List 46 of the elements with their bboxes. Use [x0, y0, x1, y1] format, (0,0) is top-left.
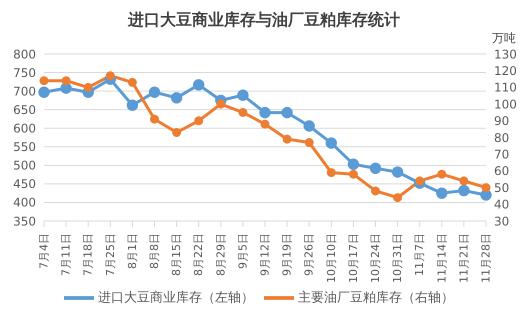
legend-label: 进口大豆商业库存（左轴） [98, 290, 254, 306]
x-tick-label: 8月22日 [192, 233, 206, 276]
x-tick-label: 8月15日 [170, 233, 184, 276]
x-tick-label: 7月18日 [82, 233, 95, 276]
x-tick-label: 10月31日 [391, 233, 404, 283]
y-tick-label: 750 [13, 66, 36, 80]
y-tick-label: 450 [13, 177, 36, 192]
y-tick-label: 350 [13, 214, 36, 228]
x-tick-label: 9月19日 [280, 233, 294, 276]
x-tick-label: 9月5日 [236, 233, 250, 269]
x-tick-label: 7月4日 [38, 233, 50, 269]
y-tick-label: 550 [13, 140, 36, 154]
x-tick-label: 9月26日 [302, 233, 316, 276]
x-tick-label: 7月25日 [104, 233, 117, 276]
x-tick-label: 11月7日 [413, 233, 426, 276]
x-tick-label: 8月1日 [126, 233, 139, 269]
chart-title: 进口大豆商业库存与油厂豆粕库存统计 [126, 10, 401, 31]
y2-tick-label: 30 [494, 214, 510, 228]
y-tick-label: 500 [13, 158, 36, 173]
y2-tick-label: 70 [494, 147, 510, 162]
y2-tick-label: 90 [494, 114, 510, 128]
y-tick-label: 800 [13, 47, 36, 62]
y2-tick-label: 100 [494, 97, 517, 112]
x-tick-label: 7月11日 [60, 233, 73, 276]
legend-label: 主要油厂豆粕库存（右轴） [298, 290, 454, 306]
x-tick-label: 10月24日 [369, 233, 382, 283]
y2-tick-label: 110 [494, 80, 517, 95]
x-tick-label: 11月14日 [435, 233, 448, 283]
x-tick-label: 8月8日 [148, 233, 161, 269]
x-tick-label: 11月21日 [457, 233, 470, 283]
y-tick-label: 650 [13, 102, 36, 117]
y-tick-label: 400 [13, 196, 36, 210]
y2-axis-title: 万吨 [492, 30, 516, 47]
y2-tick-label: 80 [494, 130, 510, 145]
y2-tick-label: 50 [494, 180, 510, 195]
x-tick-label: 8月29日 [214, 233, 228, 276]
y2-tick-label: 60 [494, 164, 510, 178]
y-tick-label: 600 [13, 121, 36, 136]
y2-tick-label: 120 [494, 64, 517, 78]
y2-tick-label: 40 [494, 198, 510, 212]
x-tick-label: 10月10日 [324, 233, 338, 283]
x-tick-label: 11月28日 [480, 233, 492, 283]
y2-tick-label: 130 [494, 47, 517, 62]
x-tick-label: 9月12日 [258, 233, 272, 276]
y-tick-label: 700 [13, 84, 36, 98]
x-tick-label: 10月17日 [346, 233, 360, 283]
